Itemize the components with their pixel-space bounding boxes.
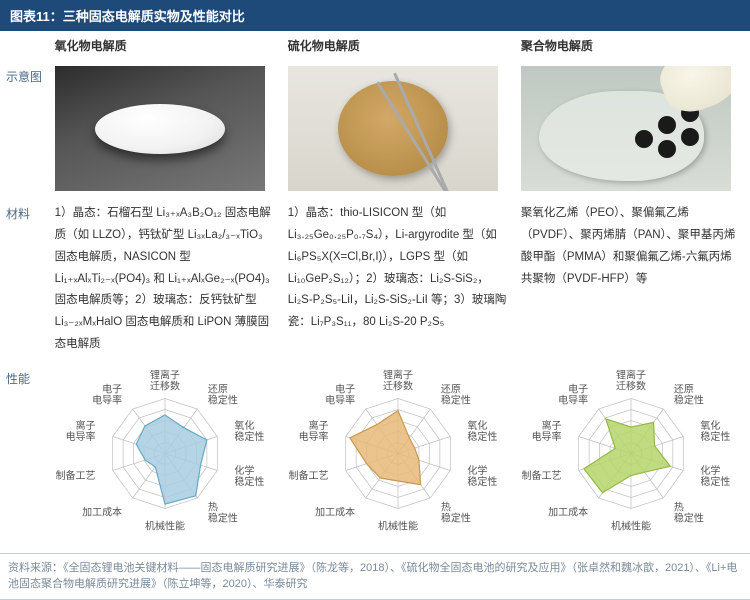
- radar-axis-label: 离子电导率: [298, 419, 328, 443]
- radar-axis-label: 离子电导率: [65, 419, 95, 443]
- radar-chart: 锂离子迁移数还原稳定性氧化稳定性化学稳定性热稳定性机械性能 加工成本 制备工艺 离子电…: [55, 368, 275, 543]
- radar-oxide: 锂离子迁移数还原稳定性氧化稳定性化学稳定性热稳定性机械性能 加工成本 制备工艺 离子电…: [55, 368, 275, 543]
- radar-axis-label: 化学稳定性: [700, 464, 730, 488]
- header-row: 氧化物电解质 硫化物电解质 聚合物电解质: [0, 31, 750, 60]
- photo-oxide: [55, 66, 265, 191]
- radar-axis-label: 制备工艺: [55, 469, 95, 482]
- dot-icon: [658, 140, 676, 158]
- radar-axis-label: 制备工艺: [521, 469, 561, 482]
- radar-axis-label: 机械性能: [378, 519, 418, 532]
- col-head-sulfide: 硫化物电解质: [284, 31, 517, 60]
- tan-disc-icon: [338, 81, 448, 176]
- col-head-oxide: 氧化物电解质: [51, 31, 284, 60]
- radar-polymer: 锂离子迁移数还原稳定性氧化稳定性化学稳定性热稳定性机械性能 加工成本 制备工艺 离子电…: [521, 368, 741, 543]
- material-sulfide: 1）晶态：thio-LISICON 型（如 Li₃.₂₅Ge₀.₂₅P₀.₇S₄…: [288, 203, 513, 334]
- radar-axis-label: 加工成本: [315, 505, 355, 518]
- radar-axis-label: 机械性能: [145, 519, 185, 532]
- radar-axis-label: 氧化稳定性: [234, 419, 264, 443]
- col-head-polymer: 聚合物电解质: [517, 31, 750, 60]
- row-label-material: 材料: [0, 197, 51, 362]
- material-polymer: 聚氧化乙烯（PEO）、聚偏氟乙烯（PVDF）、聚丙烯腈（PAN）、聚甲基丙烯酸甲…: [521, 203, 746, 290]
- figure-title: 图表11：三种固态电解质实物及性能对比: [0, 0, 750, 31]
- comparison-table: 氧化物电解质 硫化物电解质 聚合物电解质 示意图: [0, 31, 750, 549]
- row-label-performance: 性能: [0, 362, 51, 549]
- radar-axis-label: 氧化稳定性: [700, 419, 730, 443]
- radar-axis-label: 氧化稳定性: [467, 419, 497, 443]
- white-disc-icon: [95, 104, 225, 154]
- radar-axis-label: 制备工艺: [288, 469, 328, 482]
- radar-axis-label: 机械性能: [611, 519, 651, 532]
- radar-chart: 锂离子迁移数还原稳定性氧化稳定性化学稳定性热稳定性机械性能 加工成本 制备工艺 离子电…: [288, 368, 508, 543]
- material-row: 材料 1）晶态：石榴石型 Li₃₊ₓA₃B₂O₁₂ 固态电解质（如 LLZO），…: [0, 197, 750, 362]
- radar-sulfide: 锂离子迁移数还原稳定性氧化稳定性化学稳定性热稳定性机械性能 加工成本 制备工艺 离子电…: [288, 368, 508, 543]
- radar-axis-label: 锂离子迁移数: [150, 368, 180, 392]
- radar-axis-label: 加工成本: [82, 505, 122, 518]
- dot-icon: [681, 128, 699, 146]
- radar-axis-label: 加工成本: [548, 505, 588, 518]
- radar-axis-label: 电子电导率: [325, 382, 355, 406]
- radar-axis-label: 还原稳定性: [208, 383, 238, 406]
- radar-axis-label: 锂离子迁移数: [383, 368, 413, 392]
- radar-axis-label: 化学稳定性: [467, 464, 497, 488]
- radar-axis-label: 电子电导率: [92, 382, 122, 406]
- photo-polymer: [521, 66, 731, 191]
- radar-axis-label: 化学稳定性: [234, 464, 264, 488]
- radar-axis-label: 锂离子迁移数: [616, 368, 646, 392]
- radar-axis-label: 热稳定性: [441, 500, 471, 524]
- performance-row: 性能 锂离子迁移数还原稳定性氧化稳定性化学稳定性热稳定性机械性能 加工成本 制备工艺…: [0, 362, 750, 549]
- radar-chart: 锂离子迁移数还原稳定性氧化稳定性化学稳定性热稳定性机械性能 加工成本 制备工艺 离子电…: [521, 368, 741, 543]
- dot-icon: [658, 116, 676, 134]
- row-label-schematic: 示意图: [0, 60, 51, 197]
- radar-axis-label: 还原稳定性: [674, 383, 704, 406]
- dot-icon: [635, 130, 653, 148]
- radar-axis-label: 热稳定性: [208, 500, 238, 524]
- material-oxide: 1）晶态：石榴石型 Li₃₊ₓA₃B₂O₁₂ 固态电解质（如 LLZO），钙钛矿…: [55, 203, 280, 356]
- photo-sulfide: [288, 66, 498, 191]
- radar-axis-label: 电子电导率: [558, 382, 588, 406]
- radar-axis-label: 离子电导率: [531, 419, 561, 443]
- radar-axis-label: 还原稳定性: [441, 383, 471, 406]
- radar-series-oxide: [136, 415, 207, 504]
- schematic-row: 示意图: [0, 60, 750, 197]
- radar-axis-label: 热稳定性: [674, 500, 704, 524]
